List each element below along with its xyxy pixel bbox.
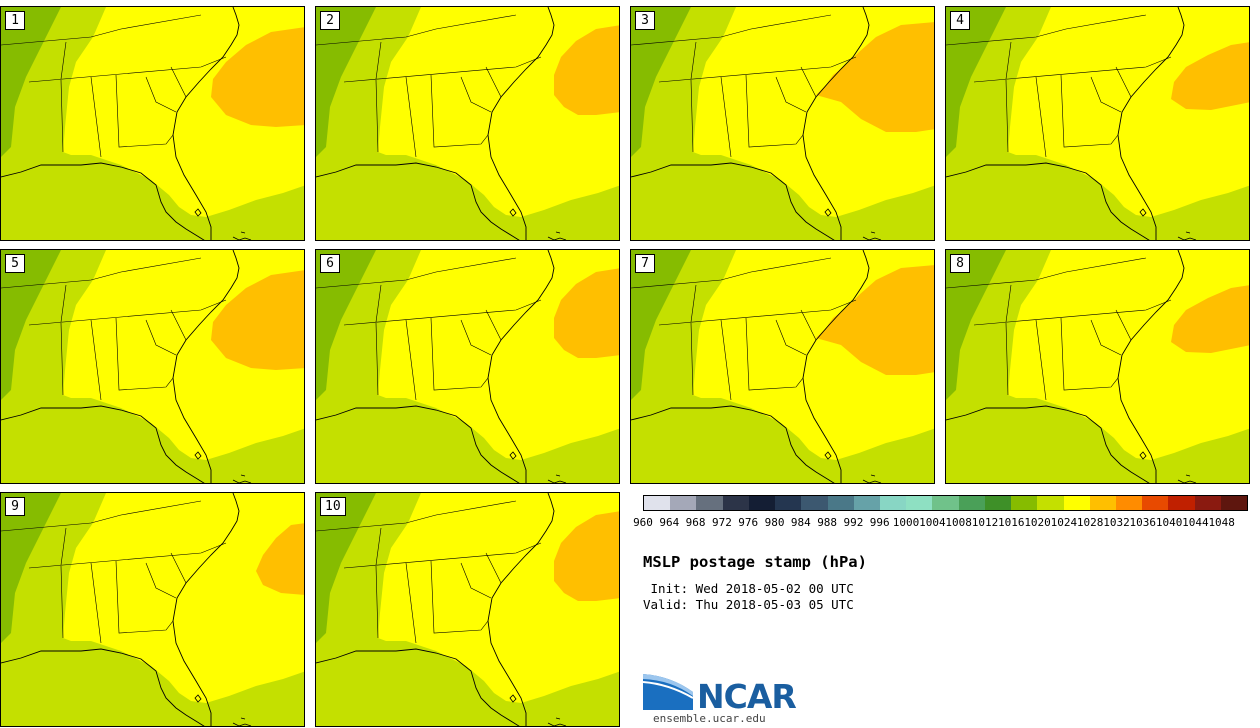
mslp-map	[1, 7, 304, 240]
colorbar-segment	[1115, 496, 1143, 510]
colorbar-segment	[1063, 496, 1090, 510]
init-time: Init: Wed 2018-05-02 00 UTC	[643, 581, 854, 596]
colorbar-segment	[906, 496, 933, 510]
colorbar-segment	[644, 496, 671, 510]
colorbar-segment	[670, 496, 697, 510]
colorbar-segment	[696, 496, 723, 510]
colorbar-tick-label: 1044	[1182, 516, 1209, 529]
colorbar-segment	[801, 496, 828, 510]
colorbar-tick-label: 960	[633, 516, 653, 529]
colorbar-tick-label: 976	[738, 516, 759, 529]
valid-time: Valid: Thu 2018-05-03 05 UTC	[643, 597, 854, 612]
ncar-logo-text: NCAR	[697, 677, 797, 716]
colorbar-segment	[722, 496, 749, 510]
member-number-label: 5	[5, 254, 25, 273]
colorbar-segment	[984, 496, 1012, 510]
colorbar-segment	[958, 496, 985, 510]
member-panel: 6	[315, 249, 620, 484]
colorbar-tick-label: 1036	[1129, 516, 1157, 529]
colorbar-tick-label: 968	[685, 516, 706, 529]
member-number-label: 6	[320, 254, 340, 273]
member-number-label: 7	[635, 254, 655, 273]
member-panel: 1	[0, 6, 305, 241]
colorbar-segment	[879, 496, 907, 510]
colorbar-segment	[853, 496, 880, 510]
colorbar-segment	[1089, 496, 1116, 510]
colorbar-segment	[932, 496, 959, 510]
colorbar-segment	[1168, 496, 1195, 510]
mslp-map	[316, 493, 619, 726]
member-number-label: 9	[5, 497, 25, 516]
member-panel: 2	[315, 6, 620, 241]
mslp-map	[1, 493, 304, 726]
colorbar-segment	[1011, 496, 1038, 510]
colorbar-segment	[1037, 496, 1064, 510]
logo-url: ensemble.ucar.edu	[653, 712, 766, 725]
mslp-map	[1, 250, 304, 483]
colorbar-tick-label: 1040	[1155, 516, 1183, 529]
ncar-logo-icon	[643, 674, 694, 710]
colorbar-tick-label: 1028	[1076, 516, 1104, 529]
member-panel: 3	[630, 6, 935, 241]
colorbar-tick-label: 1032	[1103, 516, 1130, 529]
colorbar-tick-label: 1012	[971, 516, 999, 529]
colorbar-tick-label: 972	[711, 516, 732, 529]
member-number-label: 1	[5, 11, 25, 30]
mslp-map	[316, 250, 619, 483]
colorbar-tick-label: 1004	[919, 516, 946, 529]
member-panel: 5	[0, 249, 305, 484]
mslp-map	[316, 7, 619, 240]
member-panel: 4	[945, 6, 1250, 241]
colorbar-segment	[1142, 496, 1169, 510]
member-panel: 7	[630, 249, 935, 484]
colorbar-tick-label: 1020	[1024, 516, 1051, 529]
colorbar-tick-label: 964	[659, 516, 680, 529]
colorbar-ticks: 960 964 968 972 976 980 984 988 992 996 1000 1004 10…	[633, 516, 1258, 530]
colorbar-tick-label: 1008	[945, 516, 972, 529]
colorbar	[643, 495, 1248, 511]
member-number-label: 3	[635, 11, 655, 30]
colorbar-segment	[748, 496, 776, 510]
chart-title: MSLP postage stamp (hPa)	[643, 553, 867, 571]
member-number-label: 4	[950, 11, 970, 30]
colorbar-tick-label: 1024	[1050, 516, 1078, 529]
mslp-map	[946, 7, 1249, 240]
colorbar-segment	[775, 496, 802, 510]
colorbar-tick-label: 1000	[892, 516, 920, 529]
colorbar-tick-label: 992	[843, 516, 864, 529]
colorbar-segment	[1220, 496, 1248, 510]
member-number-label: 8	[950, 254, 970, 273]
colorbar-tick-label: 988	[817, 516, 838, 529]
member-number-label: 10	[320, 497, 346, 516]
member-panel: 8	[945, 249, 1250, 484]
mslp-map	[631, 250, 934, 483]
mslp-map	[946, 250, 1249, 483]
mslp-map	[631, 7, 934, 240]
member-panel: 9	[0, 492, 305, 727]
colorbar-tick-label: 980	[764, 516, 785, 529]
colorbar-tick-label: 1016	[998, 516, 1025, 529]
colorbar-segment	[1194, 496, 1221, 510]
colorbar-tick-label: 984	[790, 516, 811, 529]
colorbar-tick-label: 996	[869, 516, 890, 529]
member-number-label: 2	[320, 11, 340, 30]
colorbar-tick-label: 1048	[1208, 516, 1235, 529]
colorbar-segment	[827, 496, 854, 510]
member-panel: 10	[315, 492, 620, 727]
